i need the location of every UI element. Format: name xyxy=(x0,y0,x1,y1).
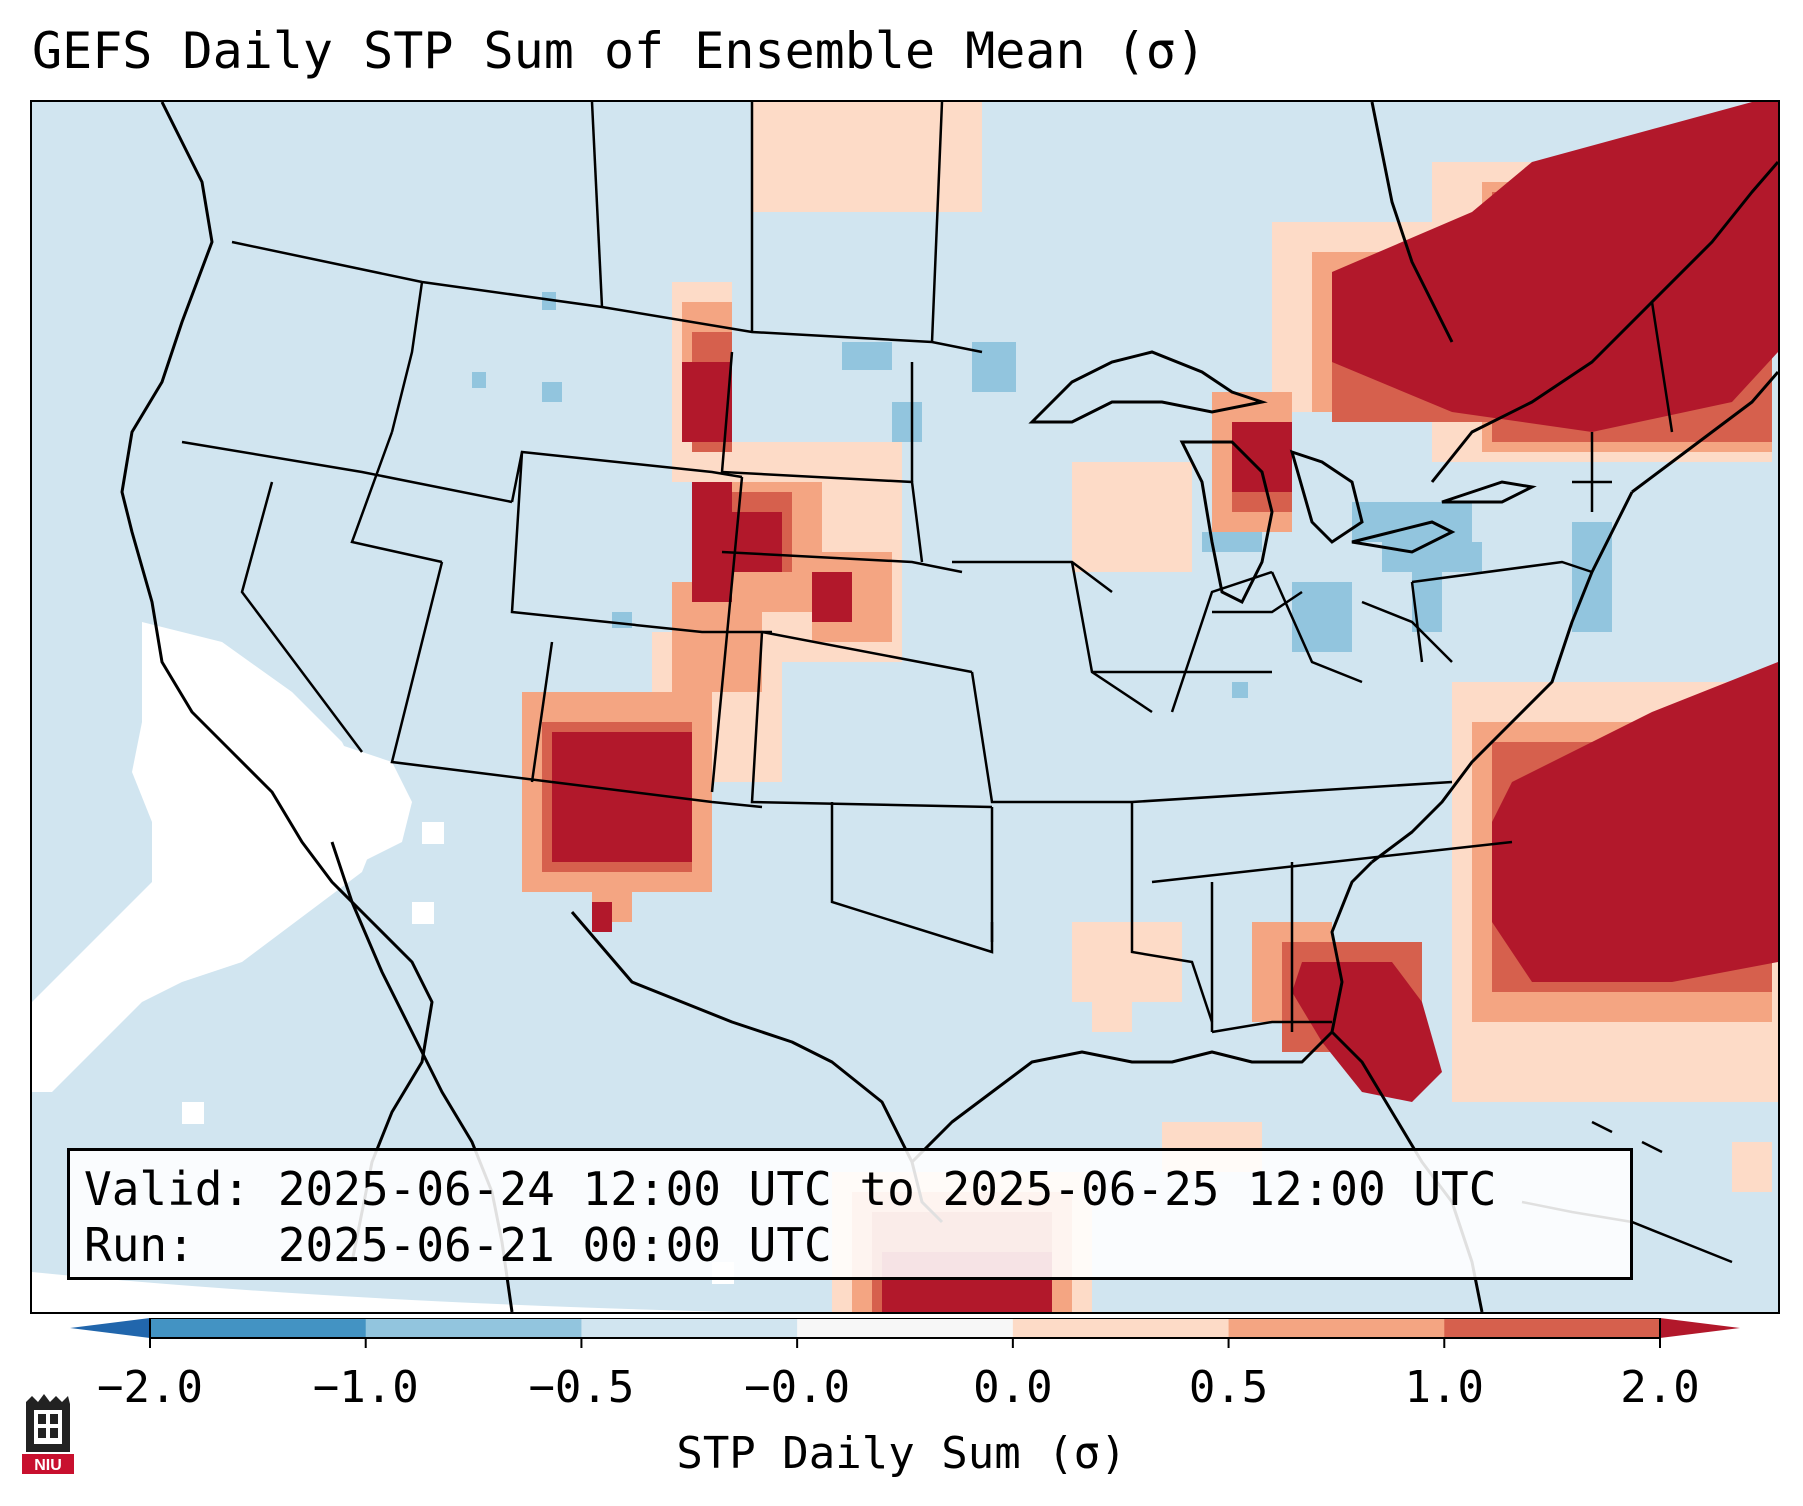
state-borders xyxy=(181,102,1674,1034)
colorbar-under-arrow xyxy=(70,1318,150,1338)
great-lakes xyxy=(1028,350,1537,605)
colorbar xyxy=(70,1318,1740,1348)
colorbar-bin xyxy=(150,1318,367,1338)
colorbar-bin xyxy=(1012,1318,1230,1338)
colorbar-label: STP Daily Sum (σ) xyxy=(676,1428,1127,1479)
colorbar-bins xyxy=(150,1318,1661,1338)
map-title: GEFS Daily STP Sum of Ensemble Mean (σ) xyxy=(32,22,1206,80)
colorbar-over-arrow xyxy=(1660,1318,1740,1338)
colorbar-tick-label: 1.0 xyxy=(1404,1362,1485,1413)
colorbar-tick-label: 2.0 xyxy=(1620,1362,1700,1413)
colorbar-outline xyxy=(149,1318,1661,1339)
colorbar-tick-label: −2.0 xyxy=(97,1362,203,1413)
logo-text: NIU xyxy=(34,1457,62,1474)
positive-anomaly-region-extreme xyxy=(552,102,1778,1312)
colorbar-bin xyxy=(365,1318,582,1338)
colorbar-bin xyxy=(1228,1318,1445,1338)
negative-anomaly-region xyxy=(472,292,1612,698)
map-canvas xyxy=(32,102,1778,1312)
colorbar-tick-marks xyxy=(149,1338,1661,1348)
colorbar-bin xyxy=(797,1318,1014,1338)
valid-run-annotation: Valid: 2025-06-24 12:00 UTC to 2025-06-2… xyxy=(67,1148,1633,1280)
coastline xyxy=(120,102,1778,1312)
valid-time: Valid: 2025-06-24 12:00 UTC to 2025-06-2… xyxy=(84,1162,1497,1216)
map-panel xyxy=(30,100,1780,1314)
colorbar-bin xyxy=(581,1318,798,1338)
projection-edge xyxy=(32,1272,732,1312)
run-time: Run: 2025-06-21 00:00 UTC xyxy=(84,1218,832,1272)
colorbar-bin xyxy=(1444,1318,1661,1338)
colorbar-tick-label: 0.5 xyxy=(1188,1362,1269,1413)
colorbar-tick-label: −0.5 xyxy=(528,1362,635,1413)
colorbar-tick-label: −1.0 xyxy=(312,1362,419,1413)
niu-logo: NIU xyxy=(22,1394,74,1474)
colorbar-tick-label: 0.0 xyxy=(973,1362,1053,1413)
colorbar-tick-label: −0.0 xyxy=(744,1362,851,1413)
